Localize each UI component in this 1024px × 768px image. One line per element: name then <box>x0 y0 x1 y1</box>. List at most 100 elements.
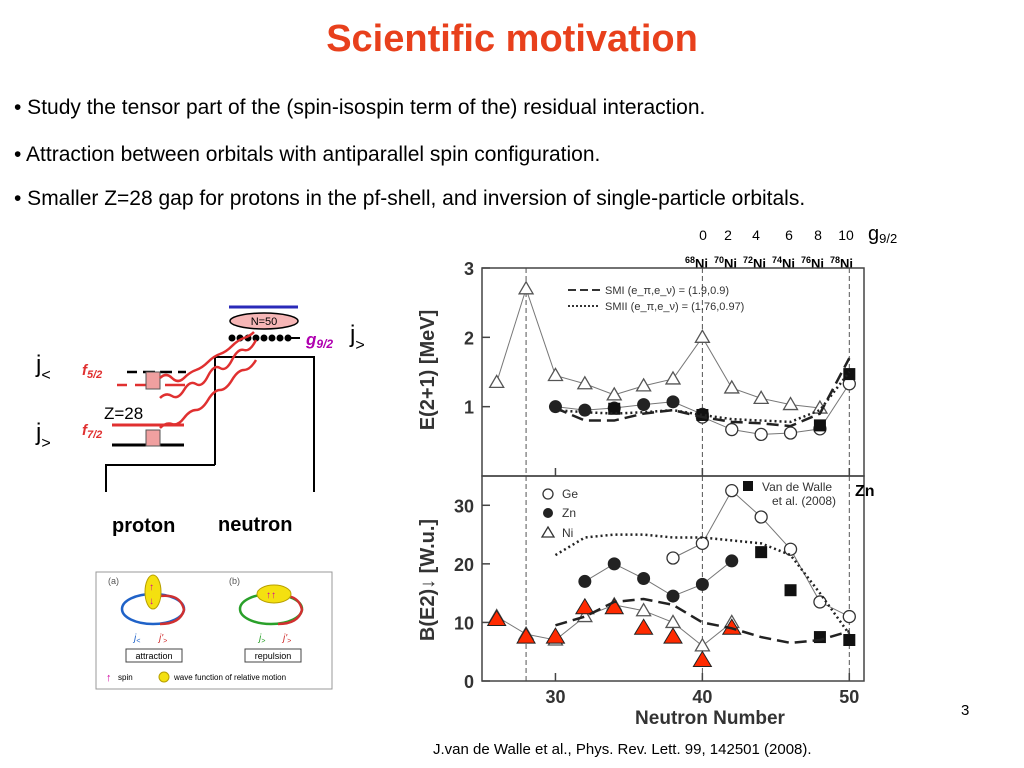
spin-up-icon: ↑ <box>149 582 154 593</box>
e2-series-filled-circle-point <box>637 398 651 412</box>
be2-series-filled-square-point <box>843 634 856 646</box>
e2-ytick-label-3: 3 <box>464 259 474 279</box>
g92-label: g9/2 <box>305 330 333 351</box>
j-less-label: j< <box>35 351 51 384</box>
neutron-well <box>214 356 315 492</box>
spin-up-icon: ↑↑ <box>266 590 276 601</box>
attraction-orbit-right <box>149 594 186 626</box>
inset-j-prime-1: j'> <box>157 633 167 645</box>
e2-series-filled-square-point <box>608 402 621 415</box>
legend-ni-marker <box>540 525 556 538</box>
e2-series-filled-circle-point <box>578 403 592 417</box>
e2-ytick-label-1: 1 <box>464 398 474 418</box>
be2-series-filled-circle-point <box>725 554 739 568</box>
be2-series-filled-circle-point <box>607 557 621 571</box>
be2-series-open-circle-point <box>666 551 680 565</box>
e2-series-open-triangle-point <box>664 370 682 385</box>
bullet-attraction: • Attraction between orbitals with antip… <box>14 143 601 166</box>
e2-series-filled-square-point <box>813 419 826 432</box>
attraction-box <box>125 648 183 663</box>
e2-series-open-triangle-point <box>517 280 535 295</box>
e2-series-open-triangle-point <box>547 367 564 382</box>
inset-a-label: (a) <box>108 576 119 586</box>
page-number: 3 <box>961 702 970 719</box>
e2-series-open-circle-point <box>783 426 798 440</box>
repulsion-box <box>244 648 302 663</box>
spin-legend-label: spin <box>118 673 133 682</box>
chart-top-ylabel: E(2+1) [MeV] <box>417 310 439 431</box>
wavy-interaction-2 <box>159 339 258 399</box>
be2-ytick-label-10: 10 <box>454 613 474 633</box>
be2-series-filled-red-triangle-point <box>663 627 683 644</box>
wavy-interaction-3 <box>159 359 258 429</box>
f52-label: f5/2 <box>82 362 102 381</box>
be2-ytick-label-0: 0 <box>464 672 474 692</box>
e2-series-open-triangle-point <box>576 375 593 390</box>
bullet-z28-gap: • Smaller Z=28 gap for protons in the pf… <box>14 187 806 210</box>
top-number: 0 <box>699 227 707 243</box>
be2-series-filled-circle-point <box>578 574 592 588</box>
j-greater-label: j> <box>35 419 51 452</box>
be2-series-filled-circle-point <box>695 577 709 591</box>
attraction-wavefunction <box>144 574 162 610</box>
reference-citation: J.van de Walle et al., Phys. Rev. Lett. … <box>433 741 812 758</box>
be2-series-filled-red-triangle-point <box>486 609 507 626</box>
e2-series-filled-circle-point <box>666 395 680 409</box>
be2-series-filled-red-triangle-point <box>545 627 566 644</box>
e2-series-filled-square-point <box>843 368 856 381</box>
legend-vdw-marker <box>743 481 753 491</box>
be2-series-filled-circle-line <box>584 560 733 597</box>
wavy-interaction-1 <box>159 331 255 383</box>
be2-series-filled-circle-point <box>666 589 680 603</box>
be2-series-filled-red-triangle-point <box>633 618 654 635</box>
f72-arrow-box <box>145 429 161 447</box>
e2-series-open-triangle-point <box>753 390 770 404</box>
be2-series-open-circle-point <box>725 483 739 498</box>
be2-series-filled-red-triangle-point <box>692 650 713 667</box>
legend-smii-label: SMII (e_π,e_ν) = (1.76,0.97) <box>605 301 744 313</box>
z28-label: Z=28 <box>104 404 143 423</box>
top-number: 2 <box>724 227 732 243</box>
top-number: 6 <box>785 227 793 243</box>
be2-series-filled-circle-point <box>637 572 651 585</box>
be2-series-open-circle-point <box>813 595 827 609</box>
xtick-label-40: 40 <box>692 687 712 707</box>
be2-series-open-triangle-point <box>664 614 682 629</box>
be2-series-open-circle-point <box>754 510 768 524</box>
inset-b-label: (b) <box>229 576 240 586</box>
slide-title: Scientific motivation <box>326 18 698 60</box>
be2-series-filled-square-point <box>755 546 768 559</box>
zn-side-label: Zn <box>855 483 875 500</box>
be2-series-filled-red-triangle-point <box>574 597 595 615</box>
proton-label: proton <box>112 515 175 537</box>
f72-label: f7/2 <box>82 422 102 441</box>
e2-ytick-label-2: 2 <box>464 328 474 348</box>
inset-j-less: j< <box>132 633 140 645</box>
chart-bottom-ylabel: B(E2)↓ [W.u.] <box>417 519 439 641</box>
repulsion-wavefunction <box>256 584 292 604</box>
e2-series-open-triangle-point <box>488 374 505 389</box>
legend-vdw-label-1: Van de Walle <box>762 480 832 494</box>
e2-series-open-circle-line <box>702 383 850 435</box>
e2-series-open-triangle-point <box>694 329 711 343</box>
be2-series-filled-square-point <box>784 584 797 597</box>
wave-legend-icon <box>158 671 170 683</box>
g92-neutron-dots <box>228 334 300 342</box>
be2-series-filled-red-triangle-point <box>604 597 625 615</box>
top-number: 4 <box>752 227 760 243</box>
top-number: 10 <box>838 227 854 243</box>
xtick-label-50: 50 <box>839 687 859 707</box>
top-g-label: g9/2 <box>868 223 897 246</box>
repulsion-label: repulsion <box>255 651 292 661</box>
spin-legend-icon: ↑ <box>106 672 112 684</box>
wave-legend-label: wave function of relative motion <box>173 673 286 682</box>
xtick-label-30: 30 <box>545 687 565 707</box>
be2-ytick-label-30: 30 <box>454 496 474 516</box>
j-upper-label: j> <box>349 321 365 354</box>
e2-series-open-triangle-point <box>723 379 740 394</box>
inset-frame <box>95 571 333 690</box>
